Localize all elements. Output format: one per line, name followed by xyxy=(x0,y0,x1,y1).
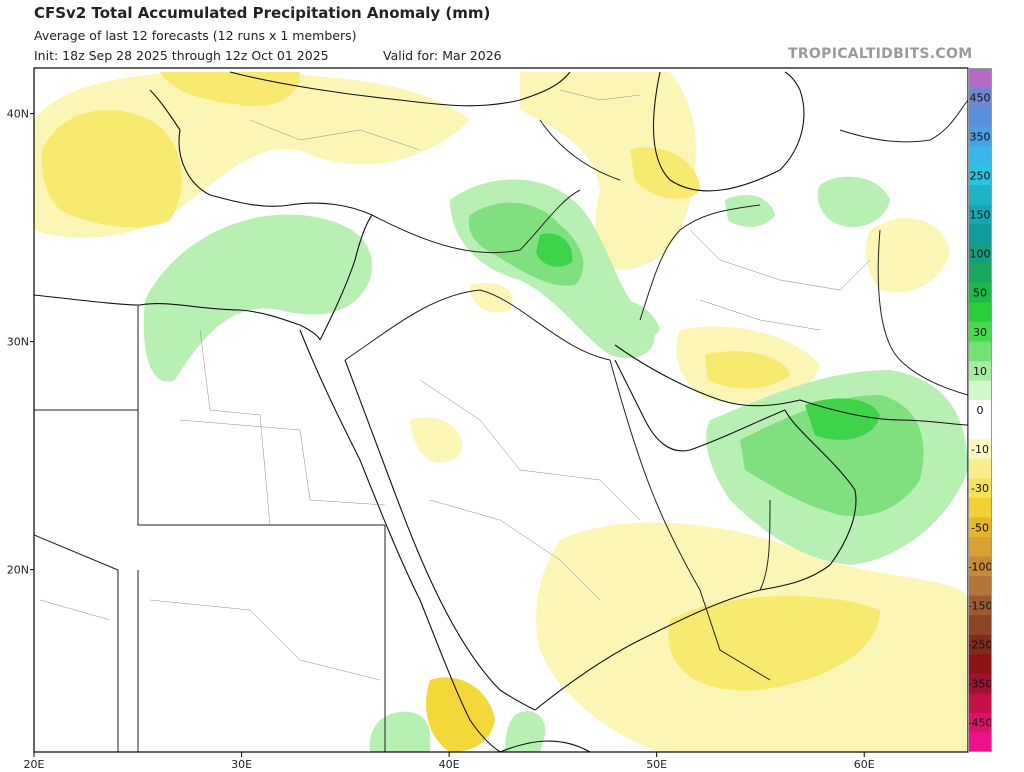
colorbar-swatch xyxy=(968,517,992,538)
colorbar-label: -50 xyxy=(971,521,989,534)
lon-tick-label: 30E xyxy=(231,758,252,771)
colorbar-swatch xyxy=(968,68,992,88)
colorbar-swatch xyxy=(968,439,992,460)
colorbar-label: -10 xyxy=(971,443,989,456)
colorbar-label: 100 xyxy=(970,248,991,261)
colorbar-swatch xyxy=(968,146,992,167)
axis-ticks: 20E 30E 40E 50E 60E 40N 30N 20N xyxy=(7,108,875,771)
province-borders xyxy=(39,89,871,681)
colorbar-swatch xyxy=(968,263,992,284)
colorbar-label: -150 xyxy=(968,599,992,612)
wet-anomaly-levant xyxy=(143,214,372,382)
colorbar-swatch xyxy=(968,478,992,499)
colorbar-swatch xyxy=(968,107,992,128)
colorbar-swatch xyxy=(968,282,992,303)
dry-anomaly-arabia-west xyxy=(410,417,462,463)
wet-anomaly-persian-gulf xyxy=(610,299,660,342)
colorbar-swatch xyxy=(968,185,992,206)
colorbar-label: 30 xyxy=(973,326,987,339)
colorbar-swatch xyxy=(968,243,992,264)
colorbar-swatch xyxy=(968,615,992,636)
colorbar-label: -100 xyxy=(968,560,992,573)
colorbar-label: 150 xyxy=(970,209,991,222)
colorbar-legend: 4503502501501005030100-10-30-50-100-150-… xyxy=(968,68,992,752)
wet-anomaly-caspian xyxy=(817,176,890,228)
lat-tick-label: 20N xyxy=(7,564,29,577)
colorbar-frame xyxy=(968,68,992,752)
colorbar-label: -30 xyxy=(971,482,989,495)
coastline-persian-gulf-west xyxy=(614,359,786,452)
colorbar-label: -350 xyxy=(968,678,992,691)
colorbar-label: 10 xyxy=(973,365,987,378)
lat-tick-label: 30N xyxy=(7,336,29,349)
colorbar-swatch xyxy=(968,126,992,147)
coastline-levant xyxy=(319,214,373,341)
coastline-black-sea xyxy=(229,71,571,107)
coastline-persian-gulf-east xyxy=(614,344,968,426)
colorbar-swatch xyxy=(968,693,992,714)
dry-anomaly-yemen-oman xyxy=(668,596,880,691)
coastline-red-sea-east xyxy=(344,359,536,711)
dry-anomaly-east-iran xyxy=(865,218,950,293)
wet-anomaly-oman-core xyxy=(805,398,880,440)
colorbar-swatch xyxy=(968,419,992,440)
colorbar-label: -450 xyxy=(968,717,992,730)
colorbar-swatch xyxy=(968,204,992,225)
dry-anomaly-iran-core xyxy=(705,351,790,389)
coastline-turkey-south xyxy=(209,194,373,216)
colorbar-swatch xyxy=(968,673,992,694)
colorbar-swatch xyxy=(968,556,992,577)
dry-anomaly-greece-core xyxy=(41,110,182,228)
coastline-oman xyxy=(784,409,857,566)
valid-time: Valid for: Mar 2026 xyxy=(383,48,502,63)
coastline-africa-mediterranean xyxy=(34,294,321,341)
lat-tick-label: 40N xyxy=(7,108,29,121)
init-time: Init: 18z Sep 28 2025 through 12z Oct 01… xyxy=(34,48,329,63)
chart-subtitle: Average of last 12 forecasts (12 runs x … xyxy=(34,28,357,43)
colorbar-swatch xyxy=(968,361,992,382)
colorbar-swatch xyxy=(968,732,992,752)
coastline-horn-africa xyxy=(499,740,591,752)
lon-tick-label: 20E xyxy=(24,758,45,771)
colorbar-swatch xyxy=(968,224,992,245)
lon-tick-label: 50E xyxy=(646,758,667,771)
colorbar-swatch xyxy=(968,595,992,616)
colorbar-swatch xyxy=(968,712,992,733)
lon-tick-label: 40E xyxy=(439,758,460,771)
coastline-aegean xyxy=(149,89,211,196)
colorbar-swatch xyxy=(968,576,992,597)
wet-anomaly-oman-mid xyxy=(740,395,924,517)
dry-anomaly-caucasus xyxy=(520,72,696,270)
colorbar-label: 350 xyxy=(970,130,991,143)
colorbar-swatch xyxy=(968,322,992,342)
colorbar-swatch xyxy=(968,302,992,323)
colorbar-label: 0 xyxy=(977,404,984,417)
dry-anomaly-red-sea xyxy=(426,677,495,752)
coastlines xyxy=(34,71,968,752)
colorbar-swatch xyxy=(968,87,992,108)
colorbar-label: 250 xyxy=(970,169,991,182)
brand-watermark: TROPICALTIDBITS.COM xyxy=(788,46,973,62)
colorbar-label: -250 xyxy=(968,639,992,652)
coastline-red-sea-west xyxy=(299,329,501,752)
wet-anomaly-turkmen xyxy=(725,195,775,227)
colorbar-swatch xyxy=(968,634,992,655)
country-borders xyxy=(34,99,968,752)
chart-title: CFSv2 Total Accumulated Precipitation An… xyxy=(34,4,491,22)
colorbar-swatch xyxy=(968,165,992,186)
colorbar-swatch xyxy=(968,341,992,362)
coastline-caspian xyxy=(652,71,805,192)
colorbar-swatch xyxy=(968,497,992,518)
colorbar-swatch xyxy=(968,654,992,675)
colorbar-swatch xyxy=(968,537,992,557)
coastline-arabia-south xyxy=(534,564,831,711)
wet-anomaly-iraq-core xyxy=(536,233,573,267)
colorbar-swatch xyxy=(968,458,992,479)
colorbar-label: 450 xyxy=(970,91,991,104)
colorbar-swatch xyxy=(968,400,992,421)
colorbar-swatch xyxy=(968,380,992,401)
colorbar-label: 50 xyxy=(973,287,987,300)
lon-tick-label: 60E xyxy=(854,758,875,771)
